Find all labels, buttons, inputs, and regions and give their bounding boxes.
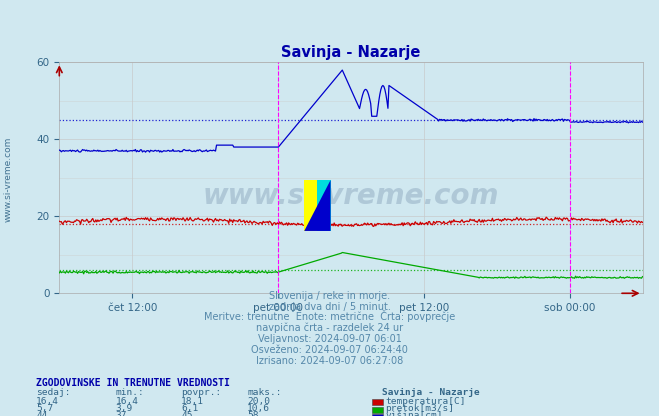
- Text: pretok[m3/s]: pretok[m3/s]: [386, 404, 455, 413]
- Bar: [304, 180, 331, 231]
- Text: višina[cm]: višina[cm]: [386, 411, 443, 416]
- Text: 58: 58: [247, 411, 258, 416]
- Text: 44: 44: [36, 411, 47, 416]
- Text: 45: 45: [181, 411, 192, 416]
- Text: navpična črta - razdelek 24 ur: navpična črta - razdelek 24 ur: [256, 323, 403, 333]
- Text: povpr.:: povpr.:: [181, 388, 221, 397]
- Text: Slovenija / reke in morje.: Slovenija / reke in morje.: [269, 291, 390, 301]
- Text: min.:: min.:: [115, 388, 144, 397]
- Text: sedaj:: sedaj:: [36, 388, 71, 397]
- Text: 16,4: 16,4: [36, 396, 59, 406]
- Text: ZGODOVINSKE IN TRENUTNE VREDNOSTI: ZGODOVINSKE IN TRENUTNE VREDNOSTI: [36, 378, 230, 388]
- Text: Veljavnost: 2024-09-07 06:01: Veljavnost: 2024-09-07 06:01: [258, 334, 401, 344]
- Text: 20,0: 20,0: [247, 396, 270, 406]
- Title: Savinja - Nazarje: Savinja - Nazarje: [281, 45, 420, 60]
- Polygon shape: [304, 180, 331, 231]
- Text: 18,1: 18,1: [181, 396, 204, 406]
- Text: www.si-vreme.com: www.si-vreme.com: [3, 136, 13, 222]
- Text: 6,1: 6,1: [181, 404, 198, 413]
- Text: Meritve: trenutne  Enote: metrične  Črta: povprečje: Meritve: trenutne Enote: metrične Črta: …: [204, 310, 455, 322]
- Text: Izrisano: 2024-09-07 06:27:08: Izrisano: 2024-09-07 06:27:08: [256, 356, 403, 366]
- Text: temperatura[C]: temperatura[C]: [386, 396, 466, 406]
- Text: Osveženo: 2024-09-07 06:24:40: Osveženo: 2024-09-07 06:24:40: [251, 345, 408, 355]
- Text: www.si-vreme.com: www.si-vreme.com: [203, 182, 499, 210]
- Text: 5,7: 5,7: [36, 404, 53, 413]
- Bar: [318, 180, 331, 231]
- Text: 37: 37: [115, 411, 127, 416]
- Text: maks.:: maks.:: [247, 388, 281, 397]
- Text: 10,6: 10,6: [247, 404, 270, 413]
- Text: Savinja - Nazarje: Savinja - Nazarje: [382, 388, 480, 397]
- Text: 3,9: 3,9: [115, 404, 132, 413]
- Text: 16,4: 16,4: [115, 396, 138, 406]
- Text: zadnja dva dni / 5 minut.: zadnja dva dni / 5 minut.: [269, 302, 390, 312]
